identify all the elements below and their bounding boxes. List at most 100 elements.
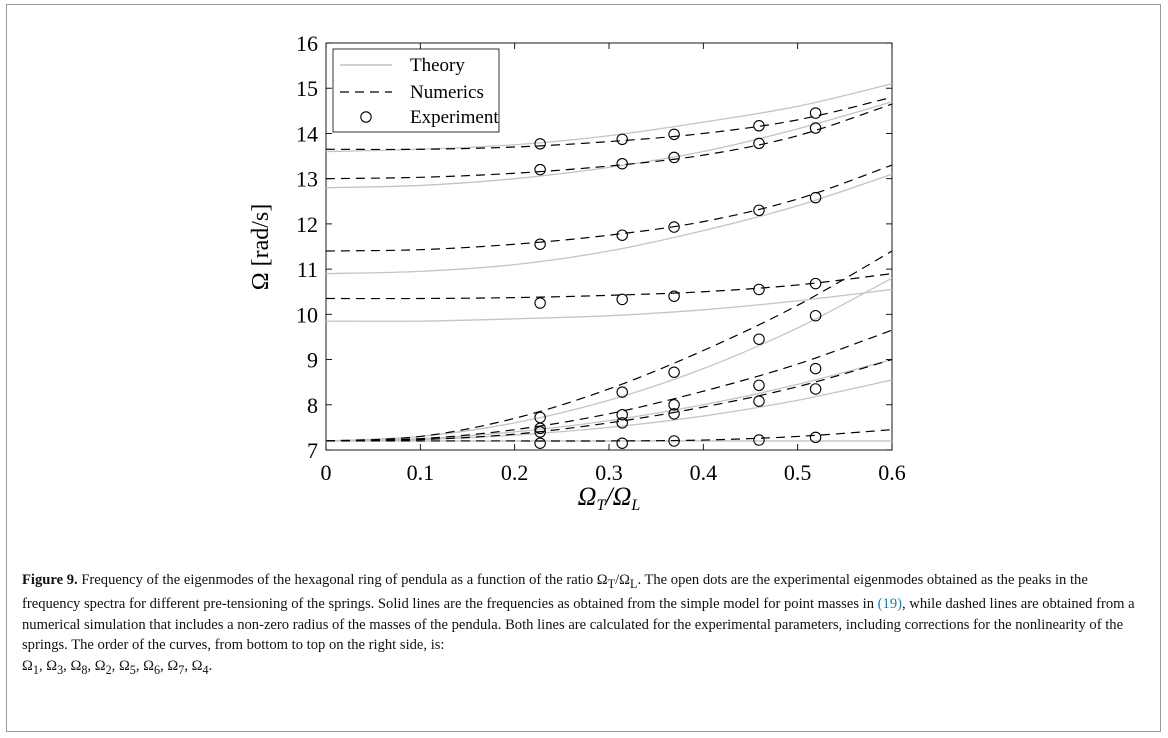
y-tick-label: 8	[307, 393, 318, 418]
experiment-point	[668, 128, 680, 141]
y-tick-label: 14	[296, 121, 318, 146]
x-label-sub-t: T	[596, 497, 606, 514]
caption-paragraph: Figure 9. Frequency of the eigenmodes of…	[22, 570, 1142, 656]
y-axis-label: Ω [rad/s]	[248, 204, 274, 290]
mode-label: Ω8	[70, 657, 88, 677]
experiment-point	[668, 435, 680, 447]
experiment-point	[534, 138, 546, 150]
figure-frame	[6, 4, 1161, 732]
theory-curve-5	[325, 288, 893, 322]
numerics-curve-4	[325, 250, 893, 442]
x-tick-label: 0.3	[595, 460, 623, 485]
experiment-point	[616, 133, 628, 146]
theory-curve-6	[325, 173, 893, 275]
caption-sub-t: T	[607, 576, 616, 591]
mode-label: Ω5	[118, 657, 136, 677]
x-tick-label: 0.5	[784, 460, 812, 485]
experiment-point	[616, 293, 628, 306]
legend: Theory Numerics Experiment	[332, 48, 500, 133]
experiment-point	[809, 277, 822, 290]
experiment-point	[753, 434, 765, 446]
x-label-sub-l: L	[630, 497, 640, 514]
y-tick-label: 16	[296, 31, 318, 56]
x-tick-label: 0	[321, 460, 332, 485]
caption-figure-label: Figure 9.	[22, 572, 78, 588]
experiment-point	[534, 297, 546, 309]
y-tick-label: 13	[296, 167, 318, 192]
legend-numerics-label: Numerics	[410, 82, 484, 103]
experiment-point	[668, 290, 680, 302]
experiment-point	[668, 221, 680, 233]
numerics-curve-7	[325, 103, 893, 180]
experiment-point	[809, 309, 822, 322]
experiment-point	[534, 238, 546, 250]
y-tick-label: 12	[296, 212, 318, 237]
legend-experiment-label: Experiment	[410, 107, 499, 128]
experiment-point	[668, 151, 680, 164]
experiment-point	[753, 283, 765, 296]
x-tick-label: 0.4	[690, 460, 718, 485]
figure-caption: Figure 9. Frequency of the eigenmodes of…	[22, 570, 1142, 680]
experiment-point	[668, 408, 680, 420]
x-tick-label: 0.1	[407, 460, 435, 485]
experiment-point	[534, 437, 546, 449]
y-tick-label: 9	[307, 348, 318, 373]
mode-label: Ω1	[22, 657, 39, 677]
experiment-point	[809, 107, 822, 119]
experiment-point	[809, 122, 822, 134]
mode-label: Ω2	[94, 657, 112, 677]
mode-label: Ω3	[46, 657, 64, 677]
caption-sub-l: L	[630, 576, 638, 591]
legend-theory-label: Theory	[410, 55, 465, 76]
numerics-curve-8	[325, 96, 893, 151]
experiment-point	[534, 163, 546, 176]
caption-text-2: . The open dots are the experimental eig…	[22, 572, 1088, 613]
experiment-point	[616, 417, 628, 429]
x-tick-label: 0.6	[878, 460, 906, 485]
numerics-curve-6	[325, 164, 893, 252]
mode-label: Ω4	[191, 657, 209, 677]
experiment-point	[809, 362, 822, 375]
y-tick-label: 7	[307, 438, 318, 463]
axis-ticks: 0 0.1 0.2 0.3 0.4 0.5 0.6 7 8 9 10 11 12 13 14 15 16	[296, 31, 906, 485]
experiment-point	[616, 437, 628, 449]
x-axis-label: ΩT/ΩL	[578, 482, 641, 514]
y-tick-label: 15	[296, 76, 318, 101]
numerics-curve-3	[325, 329, 893, 442]
experiment-point	[534, 411, 546, 424]
experiment-point	[616, 386, 628, 398]
numerics-curve-5	[325, 273, 893, 300]
experiment-point	[534, 426, 546, 438]
numerics-curve-2	[325, 358, 893, 442]
theory-curve-4	[325, 277, 893, 442]
experiment-point	[668, 366, 680, 378]
experiment-points	[534, 107, 822, 449]
theory-curve-7	[325, 101, 893, 189]
equation-reference-link[interactable]: (19)	[877, 596, 902, 613]
experiment-point	[809, 191, 822, 204]
experiment-point	[616, 229, 628, 241]
experiment-point	[753, 395, 765, 407]
experiment-point	[753, 333, 765, 345]
eigenmode-chart: 0 0.1 0.2 0.3 0.4 0.5 0.6 7 8 9 10 11 12 13 14 15 16 ΩT/…	[248, 31, 906, 514]
experiment-point	[809, 383, 822, 395]
caption-text-1: Frequency of the eigenmodes of the hexag…	[77, 572, 608, 588]
theory-curves	[325, 83, 893, 442]
experiment-point	[753, 120, 765, 132]
experiment-point	[753, 137, 765, 150]
mode-label: Ω6	[143, 657, 161, 677]
experiment-point	[616, 157, 628, 170]
experiment-point	[616, 408, 628, 421]
y-tick-label: 10	[296, 302, 318, 327]
experiment-point	[753, 379, 765, 392]
experiment-point	[809, 431, 822, 444]
caption-text-mid: /Ω	[615, 572, 630, 588]
caption-order-list: Ω1, Ω3, Ω8, Ω2, Ω5, Ω6, Ω7, Ω4.	[22, 657, 213, 677]
x-label-omega-t: Ω	[578, 482, 597, 511]
y-tick-label: 11	[297, 257, 318, 282]
legend-experiment-marker	[360, 111, 372, 123]
numerics-curves	[325, 96, 893, 442]
experiment-point	[668, 399, 680, 411]
experiment-point	[753, 204, 765, 217]
x-label-slash: /Ω	[603, 482, 631, 511]
